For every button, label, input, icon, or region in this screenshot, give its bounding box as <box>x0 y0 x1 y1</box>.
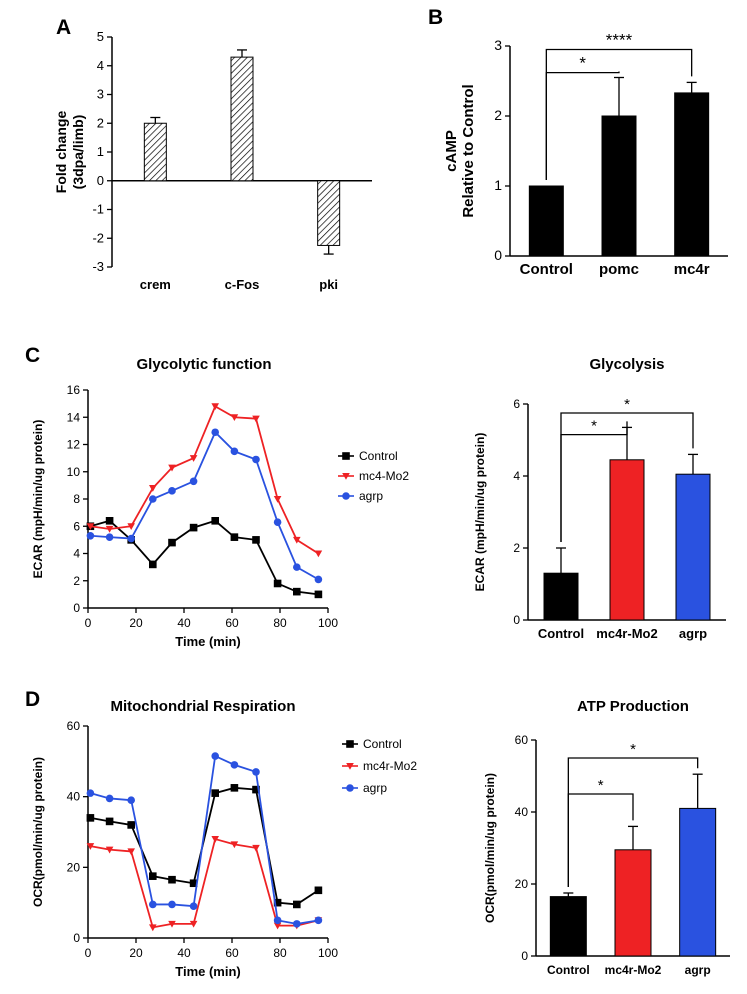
svg-text:40: 40 <box>177 946 191 960</box>
svg-text:mc4r-Mo2: mc4r-Mo2 <box>605 963 662 977</box>
svg-text:crem: crem <box>140 277 171 292</box>
panel-d-atp-production-bar-chart: 0 20 40 60 Control mc4r-Mo2 agrp * * OCR(pmol/min… <box>483 733 730 977</box>
svg-text:16: 16 <box>67 383 81 397</box>
svg-text:0: 0 <box>97 173 104 188</box>
svg-text:Control: Control <box>547 963 590 977</box>
svg-text:4: 4 <box>513 469 520 483</box>
svg-text:mc4r: mc4r <box>674 261 710 278</box>
svg-text:OCR(pmol/min/ug protein): OCR(pmol/min/ug protein) <box>483 773 497 923</box>
svg-text:1: 1 <box>494 177 502 193</box>
svg-text:80: 80 <box>273 616 287 630</box>
panel-d-line-chart-title: Mitochondrial Respiration <box>110 698 296 715</box>
svg-text:0: 0 <box>73 601 80 615</box>
svg-text:60: 60 <box>515 733 529 747</box>
panel-c-bar-chart-title: Glycolysis <box>589 356 665 373</box>
svg-text:*: * <box>630 741 636 758</box>
svg-text:*: * <box>579 54 586 73</box>
svg-text:(3dpa/limb): (3dpa/limb) <box>70 115 86 190</box>
svg-text:10: 10 <box>67 465 81 479</box>
svg-text:12: 12 <box>67 438 81 452</box>
svg-text:1: 1 <box>97 144 104 159</box>
svg-text:0: 0 <box>513 613 520 627</box>
svg-text:c-Fos: c-Fos <box>225 277 260 292</box>
svg-text:mc4r-Mo2: mc4r-Mo2 <box>596 626 657 641</box>
panel-d-bar-chart-title: ATP Production <box>577 698 689 715</box>
svg-text:ECAR (mpH/min/ug protein): ECAR (mpH/min/ug protein) <box>473 433 487 592</box>
svg-text:2: 2 <box>73 574 80 588</box>
svg-text:20: 20 <box>515 877 529 891</box>
svg-text:3: 3 <box>494 37 502 53</box>
panel-label-a: A <box>56 16 72 39</box>
svg-text:80: 80 <box>273 946 287 960</box>
svg-text:40: 40 <box>177 616 191 630</box>
svg-text:0: 0 <box>521 949 528 963</box>
svg-text:Fold change: Fold change <box>53 111 69 194</box>
svg-text:6: 6 <box>73 519 80 533</box>
svg-text:*: * <box>598 777 604 794</box>
svg-text:Time (min): Time (min) <box>175 634 241 649</box>
svg-text:pki: pki <box>319 277 338 292</box>
svg-text:agrp: agrp <box>359 489 383 503</box>
svg-text:4: 4 <box>97 58 104 73</box>
svg-text:60: 60 <box>225 946 239 960</box>
svg-text:0: 0 <box>73 931 80 945</box>
svg-text:5: 5 <box>97 29 104 44</box>
svg-text:Control: Control <box>538 626 584 641</box>
svg-text:2: 2 <box>494 107 502 123</box>
svg-text:pomc: pomc <box>599 261 639 278</box>
svg-text:-2: -2 <box>92 230 104 245</box>
svg-text:0: 0 <box>85 616 92 630</box>
panel-d-mitochondrial-respiration-line-chart: 0 20 40 60 0 20 40 60 80 100 Time (min) OCR(pmol/mi… <box>31 719 417 979</box>
svg-text:0: 0 <box>85 946 92 960</box>
svg-text:agrp: agrp <box>679 626 707 641</box>
svg-text:20: 20 <box>129 616 143 630</box>
panel-label-b: B <box>428 6 444 29</box>
svg-text:mc4-Mo2: mc4-Mo2 <box>359 469 409 483</box>
panel-label-d: D <box>25 688 41 711</box>
svg-text:Control: Control <box>359 449 398 463</box>
svg-text:60: 60 <box>225 616 239 630</box>
svg-text:Time (min): Time (min) <box>175 964 241 979</box>
svg-text:14: 14 <box>67 410 81 424</box>
panel-a-fold-change-bar-chart: -3 -2 -1 0 1 2 3 4 5 crem c-Fos pki Fold change (3dpa… <box>53 29 372 292</box>
svg-text:40: 40 <box>515 805 529 819</box>
svg-text:60: 60 <box>67 719 81 733</box>
svg-text:cAMP: cAMP <box>443 130 460 172</box>
svg-text:-3: -3 <box>92 259 104 274</box>
svg-text:2: 2 <box>97 115 104 130</box>
svg-text:20: 20 <box>129 946 143 960</box>
svg-text:ECAR (mpH/min/ug protein): ECAR (mpH/min/ug protein) <box>31 420 45 579</box>
svg-text:OCR(pmol/min/ug protein): OCR(pmol/min/ug protein) <box>31 757 45 907</box>
svg-text:4: 4 <box>73 547 80 561</box>
svg-text:agrp: agrp <box>363 781 387 795</box>
svg-text:*: * <box>624 396 630 413</box>
svg-text:20: 20 <box>67 860 81 874</box>
svg-text:40: 40 <box>67 790 81 804</box>
svg-text:Relative to Control: Relative to Control <box>460 84 477 217</box>
svg-text:mc4r-Mo2: mc4r-Mo2 <box>363 759 417 773</box>
panel-c-line-chart-title: Glycolytic function <box>136 356 272 373</box>
svg-text:8: 8 <box>73 492 80 506</box>
svg-text:Control: Control <box>520 261 573 278</box>
svg-text:****: **** <box>606 31 633 50</box>
svg-text:*: * <box>591 418 597 435</box>
svg-text:6: 6 <box>513 397 520 411</box>
svg-text:agrp: agrp <box>685 963 711 977</box>
svg-text:-1: -1 <box>92 202 104 217</box>
panel-label-c: C <box>25 344 41 367</box>
panel-c-glycolysis-bar-chart: 0 2 4 6 Control mc4r-Mo2 agrp * * ECAR (mpH/min/u… <box>473 396 726 641</box>
svg-text:2: 2 <box>513 541 520 555</box>
svg-text:100: 100 <box>318 946 338 960</box>
svg-text:Control: Control <box>363 737 402 751</box>
svg-text:100: 100 <box>318 616 338 630</box>
panel-c-glycolytic-function-line-chart: 0 2 4 6 8 10 12 14 16 0 20 40 60 80 100 Time (min) ECAR … <box>31 383 409 649</box>
svg-text:3: 3 <box>97 87 104 102</box>
svg-text:0: 0 <box>494 247 502 263</box>
